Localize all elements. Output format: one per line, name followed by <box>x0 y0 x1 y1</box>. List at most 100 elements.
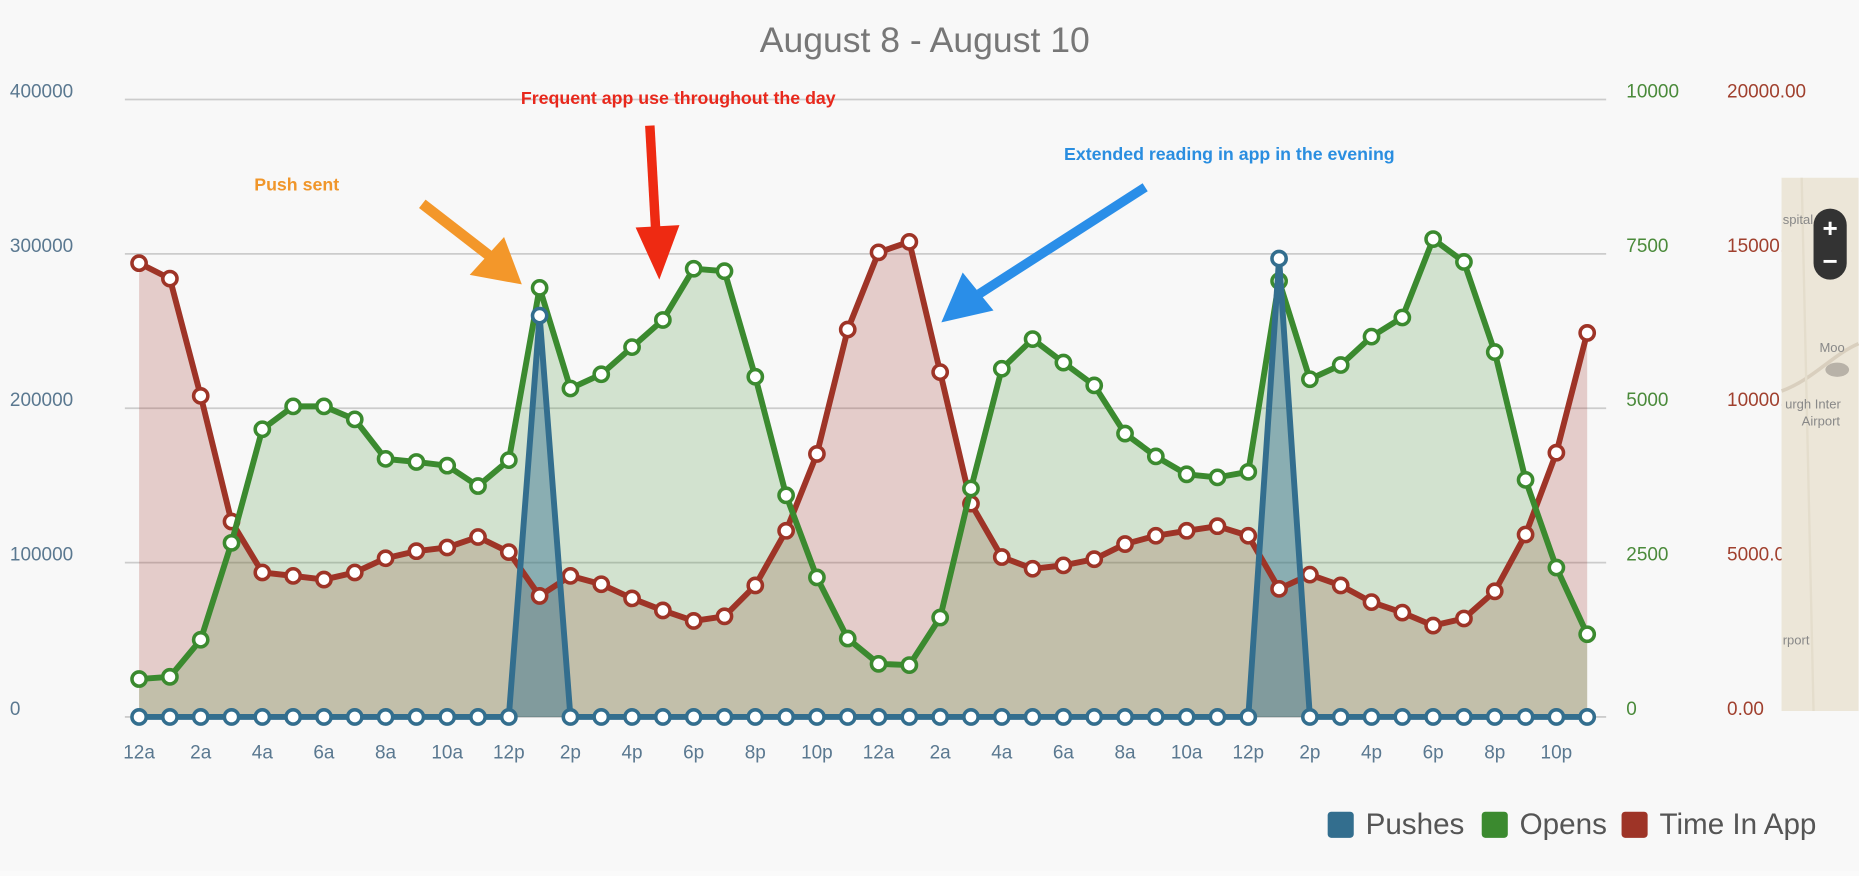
point <box>1239 708 1258 726</box>
x-tick-label: 4a <box>991 743 1013 764</box>
point <box>1146 526 1165 545</box>
y2-tick-label: 2500 <box>1626 545 1668 566</box>
point <box>499 451 518 469</box>
point <box>1177 465 1196 484</box>
point <box>931 708 950 726</box>
point <box>869 654 888 673</box>
point <box>623 708 641 726</box>
x-tick-label: 8a <box>375 743 397 764</box>
point <box>1177 708 1196 726</box>
point <box>1023 330 1042 348</box>
point <box>653 601 672 620</box>
point <box>900 232 919 251</box>
point <box>1578 324 1597 342</box>
map-label: urgh Inter <box>1785 397 1841 412</box>
point <box>530 306 549 325</box>
y-tick-label: 100000 <box>10 545 73 566</box>
x-tick-label: 4p <box>1361 743 1382 764</box>
x-tick-label: 4p <box>622 743 643 764</box>
zoom-control[interactable] <box>1813 208 1847 280</box>
y-tick-label: 400000 <box>10 81 73 102</box>
map-label: spital <box>1783 212 1813 227</box>
x-tick-label: 6p <box>683 743 704 764</box>
x-tick-label: 10p <box>801 743 833 764</box>
point <box>1116 535 1134 553</box>
point <box>1547 443 1566 462</box>
point <box>1547 558 1566 577</box>
point <box>407 708 426 726</box>
x-tick-label: 4a <box>252 743 274 764</box>
point <box>931 363 950 382</box>
point <box>376 449 395 468</box>
point <box>469 708 487 726</box>
point <box>992 548 1011 566</box>
point <box>1085 550 1104 569</box>
point <box>746 367 765 386</box>
legend-label: Pushes <box>1366 808 1465 841</box>
point <box>1331 576 1350 595</box>
zoom-out[interactable]: − <box>1823 246 1838 276</box>
point <box>253 563 272 582</box>
point <box>130 708 148 726</box>
x-tick-label: 8p <box>1484 743 1505 764</box>
point <box>1393 603 1412 622</box>
point <box>715 262 734 281</box>
point <box>376 708 395 726</box>
point <box>499 708 518 726</box>
x-tick-label: 12a <box>863 743 895 764</box>
point <box>869 243 888 262</box>
point <box>1362 708 1381 726</box>
point <box>592 575 611 594</box>
y-tick-label: 300000 <box>10 236 73 257</box>
point <box>1516 525 1535 544</box>
point <box>469 528 487 546</box>
point <box>561 379 580 398</box>
arrow <box>635 125 680 280</box>
point <box>1085 708 1104 726</box>
point <box>962 708 980 726</box>
point <box>438 538 457 557</box>
point <box>684 259 703 278</box>
point <box>962 479 980 498</box>
point <box>1023 559 1042 578</box>
point <box>1177 521 1196 540</box>
point <box>530 278 549 297</box>
point <box>1085 376 1104 395</box>
legend: Pushes Opens Time In App <box>1327 808 1816 841</box>
point <box>161 667 179 686</box>
point <box>284 566 303 585</box>
x-tick-label: 10a <box>431 743 463 764</box>
point <box>869 708 888 726</box>
point <box>777 486 795 505</box>
point <box>407 453 426 471</box>
x-tick-label: 8p <box>745 743 766 764</box>
map-label: rport <box>1783 633 1810 648</box>
point <box>345 563 364 582</box>
point <box>1054 353 1073 372</box>
legend-label: Time In App <box>1659 808 1816 841</box>
point <box>746 576 765 595</box>
point <box>1455 609 1473 628</box>
point <box>1485 708 1504 726</box>
x-tick-label: 8a <box>1114 743 1136 764</box>
x-tick-label: 10p <box>1541 743 1573 764</box>
point <box>315 570 333 589</box>
point <box>1485 582 1504 601</box>
zoom-in[interactable]: + <box>1823 213 1838 243</box>
area <box>139 241 1588 717</box>
point <box>715 607 734 626</box>
x-tick-label: 6a <box>1053 743 1075 764</box>
legend-swatch <box>1327 811 1354 838</box>
y-tick-label: 200000 <box>10 390 73 411</box>
map[interactable]: spital Moo urgh Inter Airport rport + − <box>1780 177 1859 712</box>
point <box>1208 517 1227 536</box>
map-label: Airport <box>1802 413 1841 428</box>
point <box>191 708 210 726</box>
point <box>284 397 303 416</box>
point <box>777 521 795 540</box>
point <box>992 359 1011 378</box>
point <box>1547 708 1566 726</box>
point <box>222 533 241 552</box>
